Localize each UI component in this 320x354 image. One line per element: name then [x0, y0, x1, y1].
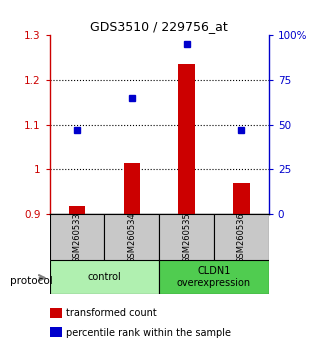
Text: control: control	[88, 272, 121, 282]
Bar	[159, 260, 269, 294]
Bar	[50, 260, 159, 294]
Bar	[178, 64, 195, 214]
Text: GSM260534: GSM260534	[127, 212, 136, 263]
Text: GSM260533: GSM260533	[73, 212, 82, 263]
Bar	[214, 214, 269, 260]
Text: CLDN1
overexpression: CLDN1 overexpression	[177, 266, 251, 288]
Text: percentile rank within the sample: percentile rank within the sample	[66, 328, 231, 338]
Bar	[69, 206, 85, 214]
Bar	[50, 214, 104, 260]
Bar	[233, 183, 250, 214]
Bar	[159, 214, 214, 260]
Text: GSM260535: GSM260535	[182, 212, 191, 263]
Bar	[104, 214, 159, 260]
Text: protocol: protocol	[10, 276, 52, 286]
Text: GSM260536: GSM260536	[237, 212, 246, 263]
Text: transformed count: transformed count	[66, 308, 157, 318]
Title: GDS3510 / 229756_at: GDS3510 / 229756_at	[90, 20, 228, 33]
Bar	[124, 163, 140, 214]
